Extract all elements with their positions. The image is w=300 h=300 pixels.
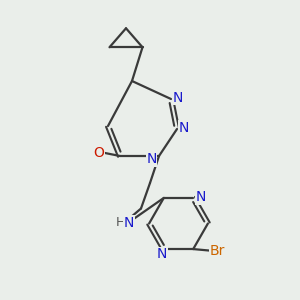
Text: N: N [157, 248, 167, 262]
Text: Br: Br [209, 244, 225, 258]
Text: O: O [94, 146, 104, 160]
Text: N: N [146, 152, 157, 166]
Text: N: N [179, 121, 189, 134]
Text: N: N [124, 216, 134, 230]
Text: N: N [196, 190, 206, 204]
Text: N: N [173, 91, 183, 104]
Text: H: H [116, 216, 125, 230]
